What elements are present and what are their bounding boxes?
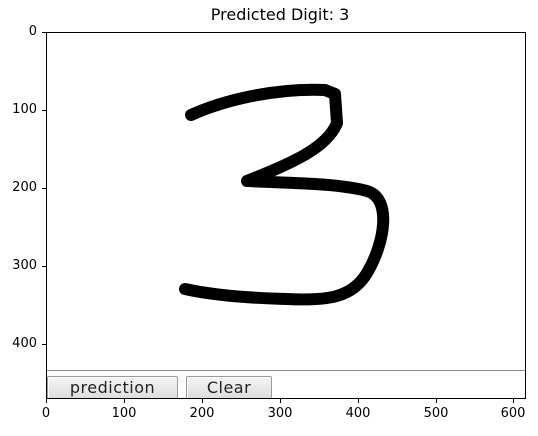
- plot-axes: prediction Clear: [46, 32, 526, 399]
- x-tick-label: 100: [111, 406, 137, 421]
- x-tick: [124, 399, 125, 403]
- y-tick-label: 100: [12, 102, 37, 117]
- x-tick: [202, 399, 203, 403]
- x-tick: [358, 399, 359, 403]
- y-tick: [42, 266, 46, 267]
- y-tick-label: 200: [12, 180, 37, 195]
- y-tick: [42, 344, 46, 345]
- y-tick-label: 300: [12, 258, 37, 273]
- y-tick-label: 400: [12, 336, 37, 351]
- y-tick: [42, 32, 46, 33]
- x-tick-label: 600: [500, 406, 526, 421]
- handwritten-digit-stroke: [179, 83, 390, 306]
- x-tick-label: 300: [267, 406, 293, 421]
- x-tick: [280, 399, 281, 403]
- x-tick-label: 400: [345, 406, 371, 421]
- plot-title: Predicted Digit: 3: [210, 5, 350, 24]
- y-tick: [42, 110, 46, 111]
- x-tick: [513, 399, 514, 403]
- prediction-button[interactable]: prediction: [47, 376, 178, 398]
- x-tick-label: 200: [189, 406, 215, 421]
- x-tick: [46, 399, 47, 403]
- y-tick: [42, 188, 46, 189]
- x-tick-label: 500: [423, 406, 449, 421]
- y-tick-label: 0: [28, 24, 37, 39]
- x-tick-label: 0: [41, 406, 51, 421]
- clear-button[interactable]: Clear: [186, 376, 272, 398]
- drawing-canvas[interactable]: [47, 33, 525, 370]
- x-tick: [436, 399, 437, 403]
- button-bar: prediction Clear: [47, 370, 525, 398]
